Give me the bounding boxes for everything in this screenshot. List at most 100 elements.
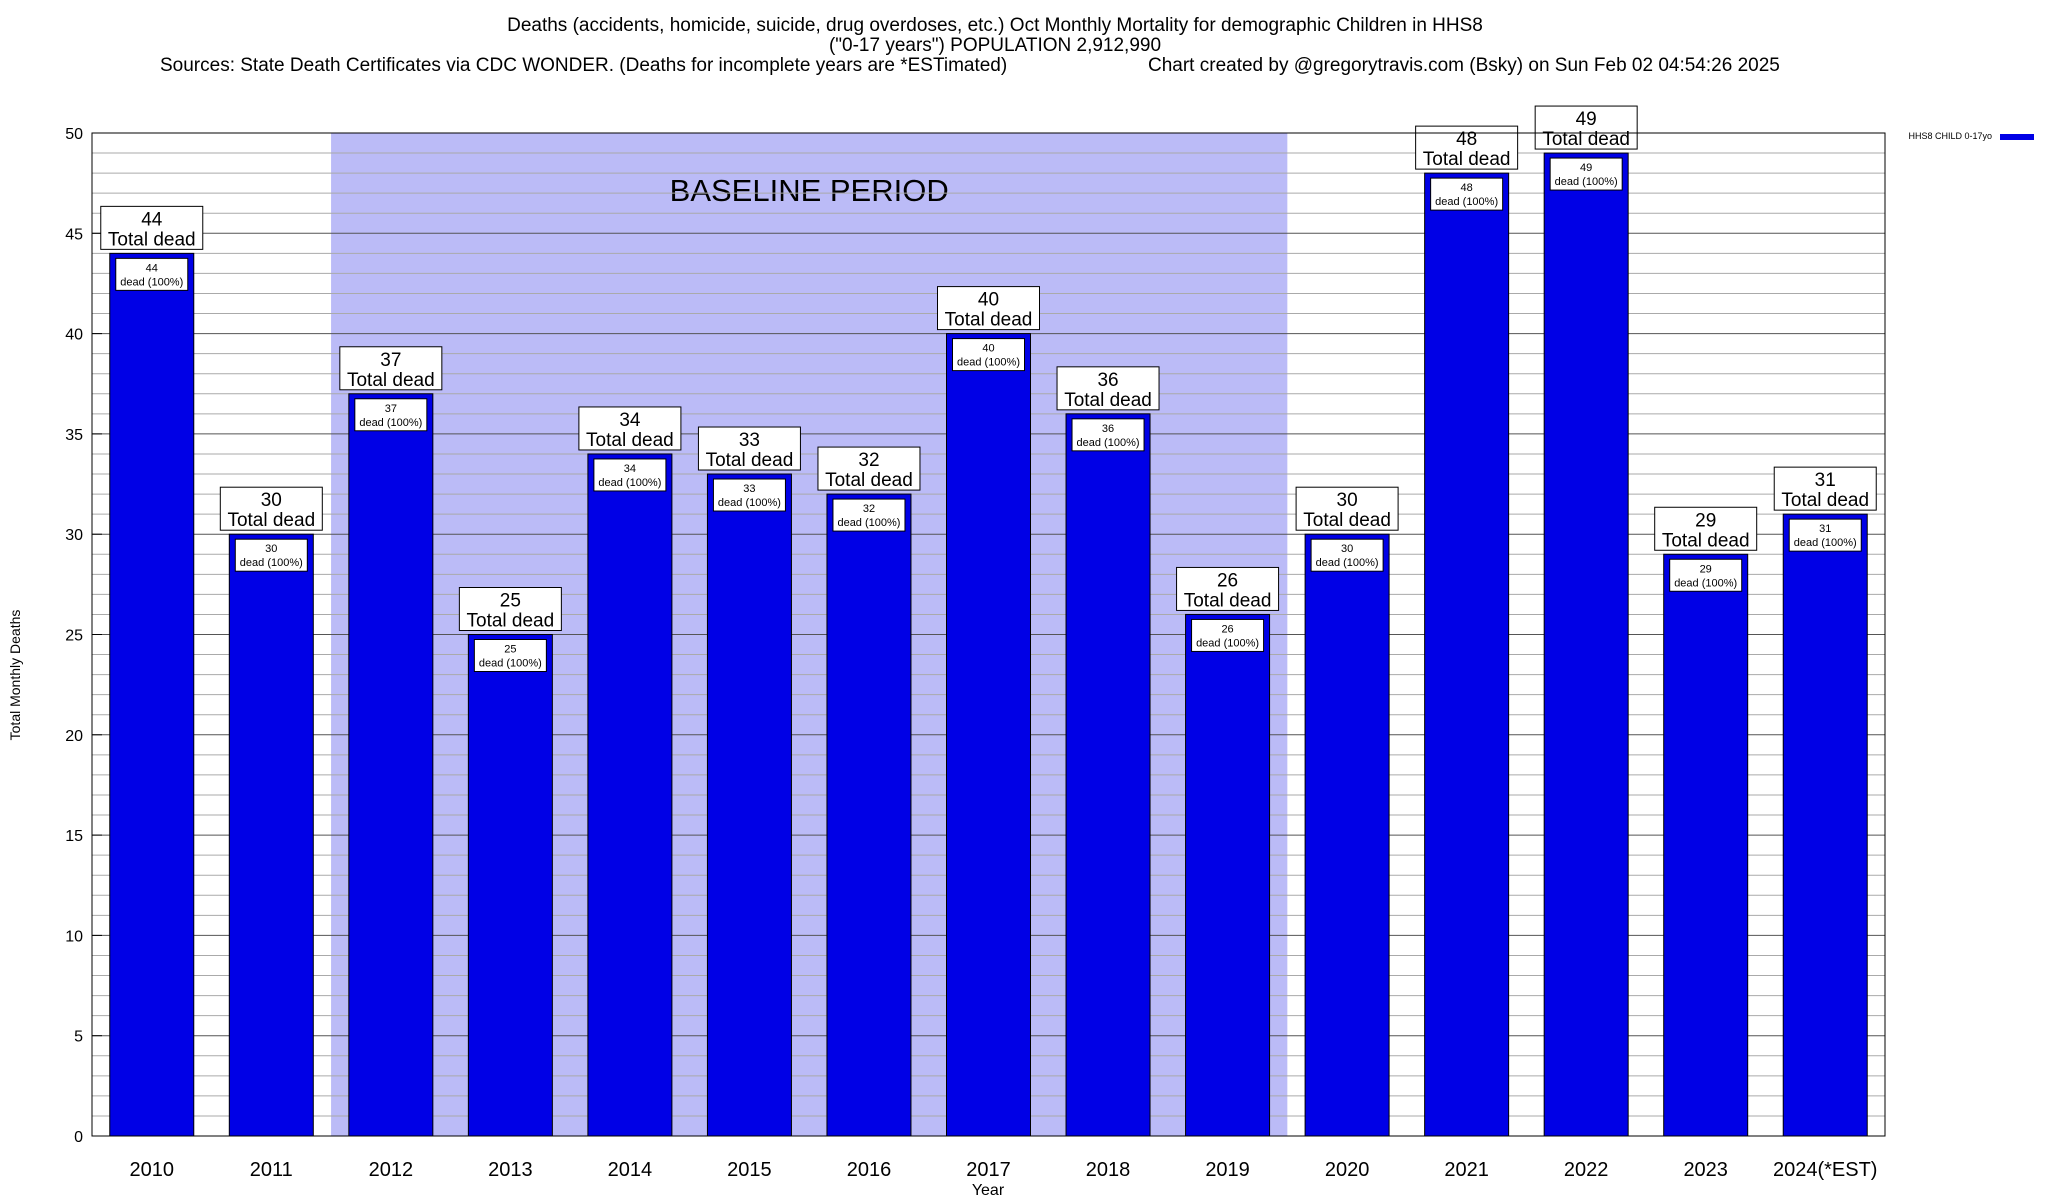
total-label-value: 40 bbox=[978, 290, 999, 311]
bar bbox=[1304, 533, 1390, 1137]
segment-label-text: dead (100%) bbox=[598, 477, 661, 489]
total-label-text: Total dead bbox=[467, 611, 555, 632]
segment-label-text: dead (100%) bbox=[1435, 196, 1498, 208]
bar bbox=[348, 393, 434, 1137]
total-label-text: Total dead bbox=[1303, 510, 1391, 531]
segment-label-value: 37 bbox=[385, 403, 397, 415]
segment-label-text: dead (100%) bbox=[837, 517, 900, 529]
segment-label-text: dead (100%) bbox=[479, 658, 542, 670]
chart-source: Sources: State Death Certificates via CD… bbox=[160, 55, 1007, 76]
bar bbox=[228, 533, 314, 1137]
x-tick-label: 2016 bbox=[847, 1159, 892, 1181]
total-label-box bbox=[100, 205, 204, 250]
plot-frame bbox=[91, 132, 1886, 1137]
bar bbox=[1543, 152, 1629, 1137]
segment-label-text: dead (100%) bbox=[1794, 537, 1857, 549]
total-label-box bbox=[1056, 366, 1160, 411]
total-label-value: 49 bbox=[1576, 109, 1597, 130]
segment-label-value: 29 bbox=[1700, 563, 1712, 575]
bar bbox=[1782, 513, 1868, 1137]
total-label-value: 31 bbox=[1815, 470, 1836, 491]
segment-label-box bbox=[115, 257, 189, 291]
segment-label-box bbox=[473, 639, 547, 672]
segment-label-text: dead (100%) bbox=[1196, 637, 1259, 649]
segment-label-text: dead (100%) bbox=[240, 557, 303, 569]
bar bbox=[587, 453, 673, 1137]
segment-label-box bbox=[1191, 618, 1265, 652]
total-label-box bbox=[458, 587, 562, 631]
segment-label-box bbox=[1430, 177, 1504, 211]
total-label-text: Total dead bbox=[108, 229, 196, 250]
segment-label-value: 25 bbox=[504, 644, 516, 656]
y-tick-label: 20 bbox=[65, 728, 83, 745]
total-label-box bbox=[937, 286, 1040, 331]
segment-label-text: dead (100%) bbox=[957, 357, 1020, 369]
total-label-text: Total dead bbox=[1542, 129, 1630, 150]
segment-label-value: 49 bbox=[1580, 162, 1592, 174]
total-label-box bbox=[1295, 486, 1399, 531]
chart-credit: Chart created by @gregorytravis.com (Bsk… bbox=[1148, 55, 1780, 76]
segment-label-box bbox=[1669, 558, 1743, 592]
x-tick-label: 2019 bbox=[1205, 1159, 1250, 1181]
y-tick-label: 15 bbox=[65, 828, 83, 845]
total-label-value: 48 bbox=[1456, 129, 1477, 150]
total-label-text: Total dead bbox=[347, 370, 435, 391]
total-label-value: 25 bbox=[500, 591, 521, 612]
legend-label: HHS8 CHILD 0-17yo bbox=[1908, 131, 1992, 141]
segment-label-box bbox=[234, 538, 308, 572]
bar bbox=[1065, 413, 1151, 1137]
chart-subtitle: ("0-17 years") POPULATION 2,912,990 bbox=[829, 35, 1161, 56]
total-label-value: 32 bbox=[858, 450, 879, 471]
segment-label-box bbox=[354, 398, 428, 432]
total-label-text: Total dead bbox=[945, 310, 1033, 331]
bar bbox=[109, 252, 195, 1137]
segment-label-text: dead (100%) bbox=[120, 276, 183, 288]
total-label-text: Total dead bbox=[1184, 590, 1272, 611]
y-tick-label: 10 bbox=[65, 928, 83, 945]
x-tick-label: 2023 bbox=[1683, 1159, 1728, 1181]
bar bbox=[467, 634, 553, 1137]
x-tick-label: 2013 bbox=[488, 1159, 533, 1181]
total-label-box bbox=[1176, 566, 1280, 611]
total-label-box bbox=[1654, 506, 1758, 551]
segment-label-value: 34 bbox=[624, 463, 636, 475]
segment-label-box bbox=[1310, 538, 1384, 572]
bar bbox=[826, 493, 912, 1137]
segment-label-value: 32 bbox=[863, 503, 875, 515]
total-label-text: Total dead bbox=[706, 450, 794, 471]
segment-label-box bbox=[1788, 518, 1862, 552]
segment-label-value: 30 bbox=[265, 543, 277, 555]
plot-area: BASELINE PERIOD 0 5 10 15 20 25 30 35 40 45 50 44 dea… bbox=[65, 105, 2034, 1181]
total-label-text: Total dead bbox=[825, 470, 913, 491]
total-label-box bbox=[219, 486, 323, 531]
x-tick-label: 2020 bbox=[1325, 1159, 1370, 1181]
total-label-value: 34 bbox=[619, 410, 641, 431]
total-label-value: 44 bbox=[141, 209, 163, 230]
segment-label-value: 48 bbox=[1461, 182, 1473, 194]
total-label-text: Total dead bbox=[1662, 530, 1750, 551]
y-tick-label: 40 bbox=[65, 327, 83, 344]
segment-label-text: dead (100%) bbox=[1077, 437, 1140, 449]
x-tick-label: 2018 bbox=[1086, 1159, 1131, 1181]
total-label-box bbox=[578, 406, 682, 451]
x-axis-label: Year bbox=[972, 1182, 1005, 1199]
segment-label-box bbox=[952, 338, 1025, 372]
segment-label-box bbox=[1071, 418, 1145, 452]
segment-label-value: 31 bbox=[1819, 523, 1831, 535]
x-tick-label: 2010 bbox=[130, 1159, 175, 1181]
x-tick-label: 2021 bbox=[1444, 1159, 1489, 1181]
y-tick-label: 5 bbox=[74, 1029, 83, 1046]
y-tick-label: 45 bbox=[65, 226, 83, 243]
total-label-value: 29 bbox=[1695, 510, 1716, 531]
total-label-value: 30 bbox=[261, 490, 282, 511]
total-label-text: Total dead bbox=[1423, 149, 1511, 170]
x-tick-label: 2015 bbox=[727, 1159, 772, 1181]
y-axis-label: Total Monthly Deaths bbox=[7, 610, 23, 741]
bar bbox=[706, 473, 792, 1137]
total-label-box bbox=[339, 346, 443, 391]
segment-label-text: dead (100%) bbox=[1316, 557, 1379, 569]
x-tick-label: 2024(*EST) bbox=[1773, 1159, 1878, 1181]
segment-label-value: 40 bbox=[982, 343, 994, 355]
total-label-text: Total dead bbox=[227, 510, 315, 531]
total-label-box bbox=[817, 446, 921, 491]
